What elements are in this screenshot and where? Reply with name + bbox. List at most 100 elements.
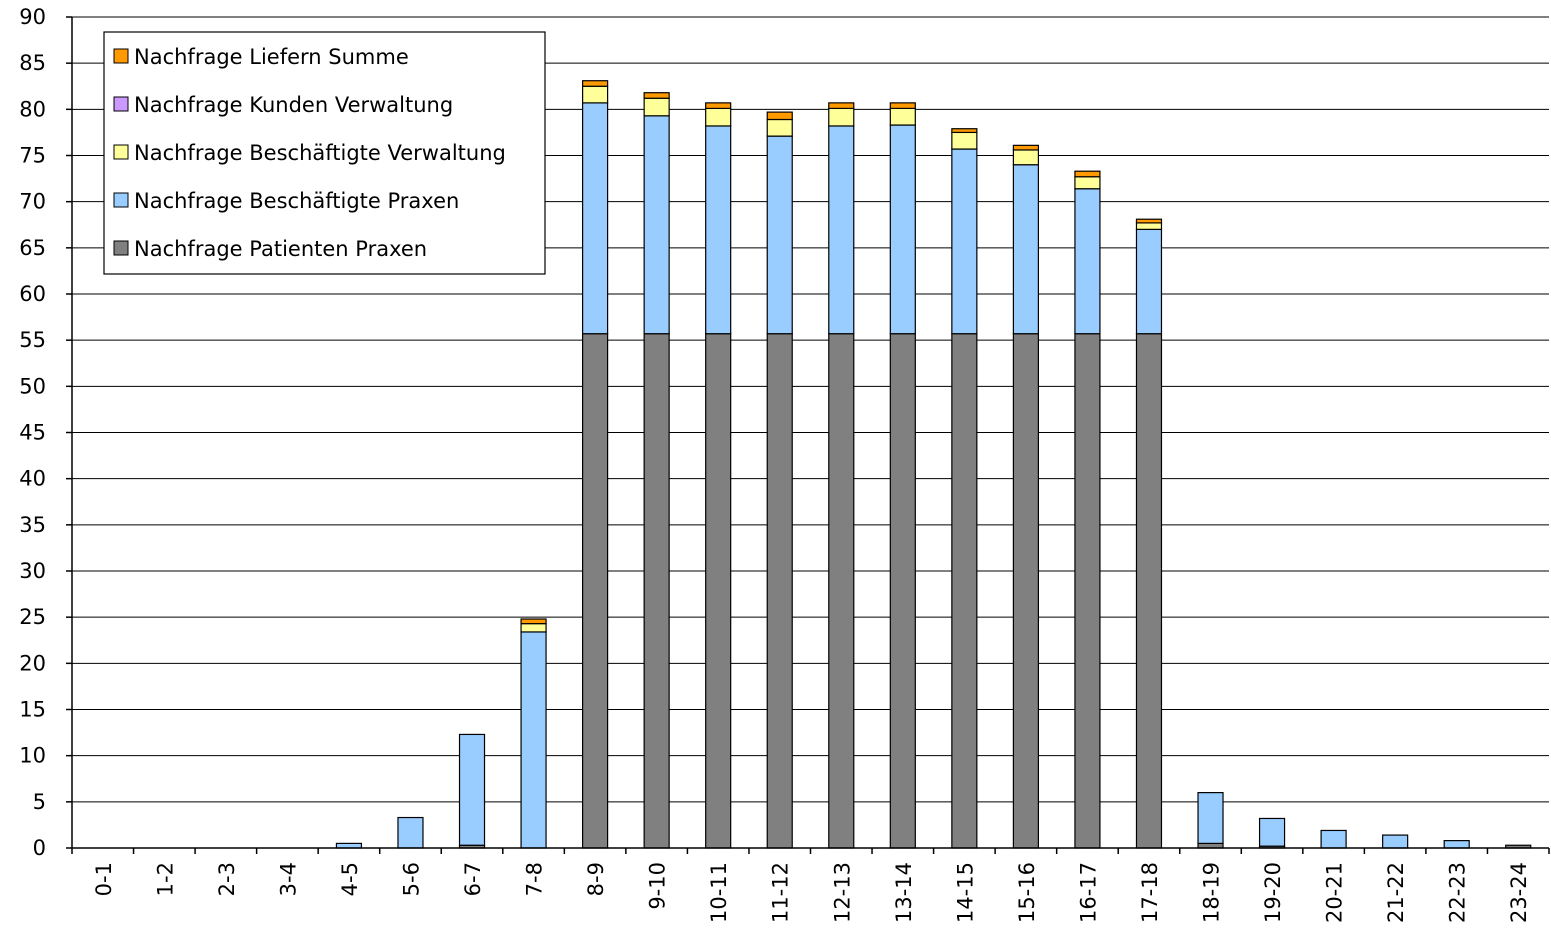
bar-segment-14-15-series-0 xyxy=(951,333,978,849)
x-tick-label: 7-8 xyxy=(523,862,547,896)
bar-segment-18-19-series-1 xyxy=(1197,791,1224,844)
bar-segment-11-12-series-1 xyxy=(766,135,793,335)
x-tick-label: 20-21 xyxy=(1323,862,1347,923)
y-tick-label: 0 xyxy=(33,836,46,860)
x-tick-label: 22-23 xyxy=(1446,862,1470,923)
y-tick-label: 60 xyxy=(19,282,46,306)
bar-segment-12-13-series-2 xyxy=(828,107,855,127)
x-tick-label: 12-13 xyxy=(830,862,854,923)
x-tick-label: 0-1 xyxy=(92,862,116,896)
x-tick-label: 4-5 xyxy=(338,862,362,896)
x-axis: 0-1 1-2 2-3 3-4 4-5 5-6 6-7 7-8 8-9 9-10 10-11 11-1… xyxy=(71,847,1550,923)
x-tick-label: 13-14 xyxy=(892,862,916,923)
x-tick-label: 1-2 xyxy=(153,862,177,896)
y-tick-label: 80 xyxy=(19,97,46,121)
bar-segment-15-16-series-0 xyxy=(1012,333,1039,849)
legend-label: Nachfrage Beschäftigte Praxen xyxy=(134,189,459,213)
bar-segment-15-16-series-1 xyxy=(1012,164,1039,335)
x-tick-label: 16-17 xyxy=(1076,862,1100,923)
x-tick-label: 10-11 xyxy=(707,862,731,923)
bars xyxy=(335,80,1532,849)
bar-segment-12-13-series-4 xyxy=(828,102,855,110)
x-tick-label: 2-3 xyxy=(215,862,239,896)
bar-segment-7-8-series-4 xyxy=(520,618,547,625)
bar-segment-11-12-series-2 xyxy=(766,118,793,137)
bar-segment-11-12-series-4 xyxy=(766,111,793,121)
y-tick-label: 10 xyxy=(19,744,46,768)
bar-segment-7-8-series-2 xyxy=(520,623,547,633)
x-tick-label: 11-12 xyxy=(769,862,793,923)
y-tick-label: 5 xyxy=(33,790,46,814)
bar-segment-20-21-series-1 xyxy=(1320,829,1347,849)
bar-segment-6-7-series-1 xyxy=(458,733,486,846)
y-tick-label: 15 xyxy=(19,698,46,722)
bar-segment-14-15-series-1 xyxy=(951,148,978,335)
bar-segment-10-11-series-1 xyxy=(705,125,732,335)
x-tick-label: 5-6 xyxy=(399,862,423,896)
y-tick-label: 40 xyxy=(19,467,46,491)
y-tick-label: 25 xyxy=(19,605,46,629)
x-tick-label: 8-9 xyxy=(584,862,608,896)
bar-segment-15-16-series-2 xyxy=(1012,149,1039,166)
bar-segment-9-10-series-4 xyxy=(643,92,670,99)
legend-label: Nachfrage Patienten Praxen xyxy=(134,237,427,261)
bar-segment-13-14-series-1 xyxy=(889,124,916,335)
y-tick-label: 90 xyxy=(19,5,46,29)
legend: Nachfrage Liefern Summe Nachfrage Kunden … xyxy=(103,31,546,275)
bar-segment-12-13-series-1 xyxy=(828,125,855,335)
bar-segment-17-18-series-2 xyxy=(1135,222,1163,230)
x-tick-label: 6-7 xyxy=(461,862,485,896)
bar-segment-8-9-series-1 xyxy=(582,102,609,335)
bar-segment-11-12-series-0 xyxy=(766,333,793,849)
y-tick-label: 45 xyxy=(19,421,46,445)
bar-segment-12-13-series-0 xyxy=(828,333,855,849)
y-tick-label: 20 xyxy=(19,651,46,675)
bar-segment-17-18-series-1 xyxy=(1135,228,1163,335)
bar-segment-16-17-series-4 xyxy=(1074,170,1101,178)
x-tick-label: 3-4 xyxy=(276,862,300,896)
y-tick-label: 75 xyxy=(19,144,46,168)
legend-swatch xyxy=(113,144,129,160)
y-tick-label: 35 xyxy=(19,513,46,537)
x-tick-label: 17-18 xyxy=(1138,862,1162,923)
bar-segment-16-17-series-0 xyxy=(1074,333,1101,849)
bar-segment-14-15-series-2 xyxy=(951,131,978,150)
gridlines xyxy=(72,16,1549,849)
bar-segment-8-9-series-0 xyxy=(582,333,609,849)
bar-segment-9-10-series-2 xyxy=(643,97,670,117)
bar-segment-16-17-series-1 xyxy=(1074,188,1101,335)
bar-segment-17-18-series-4 xyxy=(1135,218,1163,224)
bar-segment-16-17-series-2 xyxy=(1074,176,1101,190)
legend-swatch xyxy=(113,96,129,112)
bar-segment-9-10-series-1 xyxy=(643,115,670,335)
bar-segment-21-22-series-1 xyxy=(1382,834,1409,849)
y-tick-label: 30 xyxy=(19,559,46,583)
bar-segment-5-6-series-1 xyxy=(397,816,424,849)
x-tick-label: 18-19 xyxy=(1200,862,1224,923)
legend-box xyxy=(103,31,546,275)
bar-segment-22-23-series-1 xyxy=(1443,840,1470,849)
bar-segment-13-14-series-2 xyxy=(889,107,916,126)
bar-segment-7-8-series-1 xyxy=(520,631,547,849)
y-tick-label: 65 xyxy=(19,236,46,260)
x-tick-label: 23-24 xyxy=(1507,862,1531,923)
legend-swatch xyxy=(113,48,129,64)
bar-segment-8-9-series-4 xyxy=(582,80,609,87)
bar-segment-10-11-series-2 xyxy=(705,107,732,127)
bar-segment-17-18-series-0 xyxy=(1135,333,1163,849)
x-tick-label: 19-20 xyxy=(1261,862,1285,923)
x-tick-label: 14-15 xyxy=(953,862,977,923)
y-tick-label: 55 xyxy=(19,328,46,352)
y-tick-label: 70 xyxy=(19,190,46,214)
bar-segment-8-9-series-2 xyxy=(582,85,609,104)
legend-swatch xyxy=(113,192,129,208)
y-tick-label: 50 xyxy=(19,374,46,398)
y-tick-label: 85 xyxy=(19,51,46,75)
bar-segment-19-20-series-1 xyxy=(1258,817,1286,847)
x-tick-label: 15-16 xyxy=(1015,862,1039,923)
legend-label: Nachfrage Kunden Verwaltung xyxy=(134,93,453,117)
x-tick-label: 9-10 xyxy=(646,862,670,910)
bar-segment-10-11-series-0 xyxy=(705,333,732,849)
